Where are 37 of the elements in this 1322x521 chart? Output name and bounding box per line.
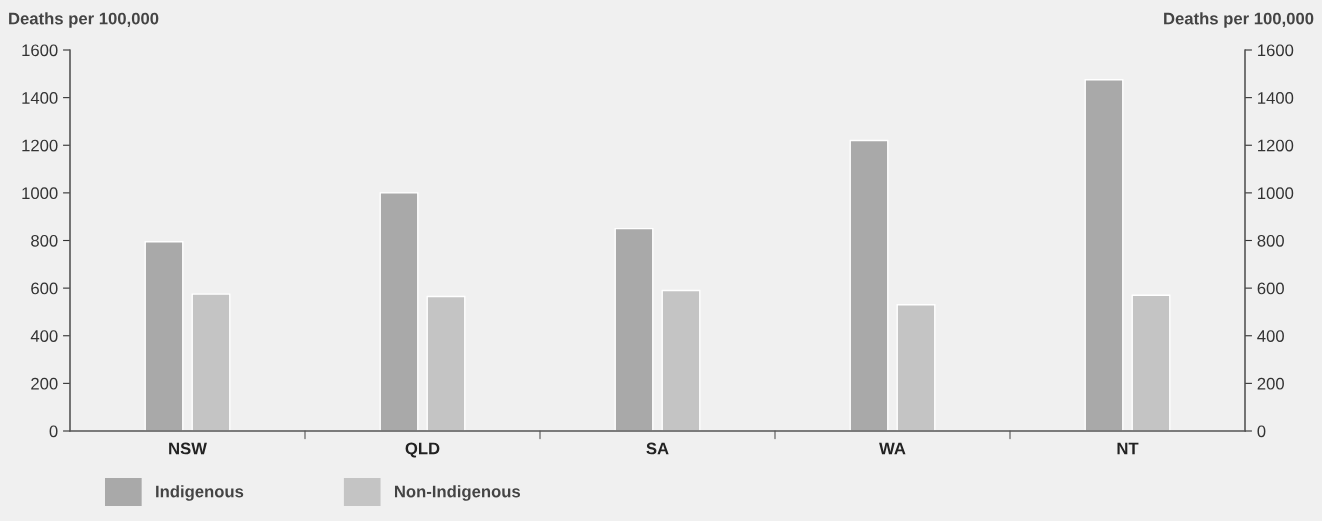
y2-tick-label: 1400 bbox=[1258, 92, 1294, 104]
y2-tick-label: 200 bbox=[1257, 377, 1284, 390]
y2-tick-label: 600 bbox=[1257, 282, 1284, 295]
legend-label: Indigenous bbox=[156, 485, 244, 501]
x-tick-label: NSW bbox=[169, 442, 207, 455]
y2-axis-title: Deaths per 100,000 bbox=[1164, 12, 1314, 28]
bar bbox=[144, 240, 184, 431]
y-tick-label: 1600 bbox=[22, 44, 58, 57]
bar bbox=[614, 227, 654, 431]
y-tick-label: 0 bbox=[49, 425, 58, 438]
y-axis-title: Deaths per 100,000 bbox=[9, 12, 159, 28]
bar bbox=[1131, 294, 1171, 431]
bar bbox=[661, 289, 701, 431]
y-tick-label: 1400 bbox=[22, 92, 58, 104]
bar bbox=[849, 139, 889, 431]
y-tick-label: 1000 bbox=[22, 187, 58, 200]
y2-tick-label: 400 bbox=[1257, 330, 1284, 342]
legend-label: Non-Indigenous bbox=[394, 485, 521, 501]
x-tick-label: SA bbox=[646, 442, 669, 455]
y-tick-label: 200 bbox=[31, 377, 58, 390]
bar bbox=[191, 293, 231, 431]
y2-tick-label: 1200 bbox=[1258, 139, 1294, 152]
bar bbox=[379, 192, 419, 431]
bar bbox=[426, 295, 466, 431]
x-tick-label: QLD bbox=[405, 442, 440, 458]
x-tick-label: NT bbox=[1117, 442, 1139, 455]
y-tick-label: 800 bbox=[31, 234, 58, 247]
x-tick-label: WA bbox=[879, 442, 906, 455]
y2-tick-label: 1000 bbox=[1258, 187, 1294, 200]
y2-tick-label: 800 bbox=[1257, 234, 1284, 247]
y-tick-label: 400 bbox=[30, 330, 58, 342]
y-tick-label: 600 bbox=[31, 282, 58, 295]
bar bbox=[896, 304, 936, 431]
y-tick-label: 1200 bbox=[22, 139, 58, 152]
y2-tick-label: 1600 bbox=[1258, 44, 1294, 57]
bar bbox=[1084, 79, 1124, 431]
y2-tick-label: 0 bbox=[1257, 425, 1266, 438]
